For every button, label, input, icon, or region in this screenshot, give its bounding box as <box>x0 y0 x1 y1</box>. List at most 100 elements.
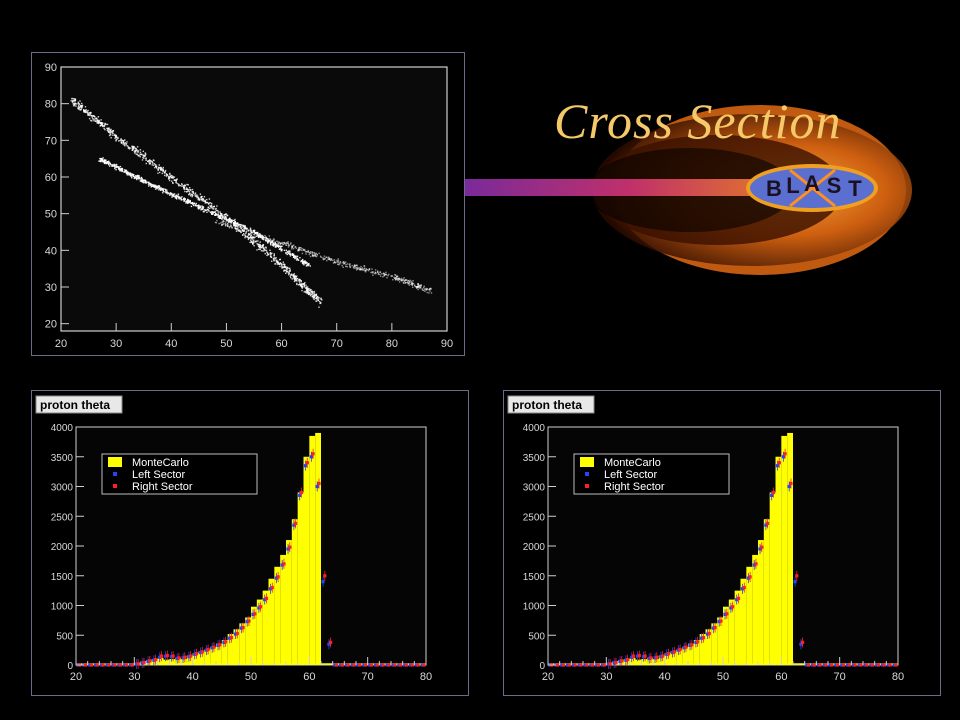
scatter-point <box>98 122 100 125</box>
left-sector-marker <box>373 663 378 667</box>
histogram-title: proton theta <box>40 398 110 412</box>
scatter-point <box>405 279 407 281</box>
scatter-point <box>330 259 332 262</box>
scatter-point <box>161 172 163 175</box>
scatter-point <box>302 283 304 286</box>
scatter-point <box>315 296 318 298</box>
scatter-point <box>120 138 122 140</box>
scatter-point <box>96 118 98 120</box>
scatter-point <box>263 237 265 239</box>
scatter-point <box>237 224 240 226</box>
scatter-point <box>361 268 363 270</box>
scatter-point <box>278 248 281 250</box>
scatter-point <box>262 244 264 247</box>
left-sector-marker <box>869 663 873 667</box>
scatter-point <box>158 166 160 169</box>
scatter-point <box>236 228 239 231</box>
scatter-point <box>183 186 186 189</box>
scatter-point <box>170 174 172 177</box>
scatter-point <box>261 237 264 240</box>
scatter-point <box>257 235 259 237</box>
scatter-point <box>315 294 317 296</box>
montecarlo-bar <box>169 659 176 665</box>
scatter-point <box>71 101 74 103</box>
scatter-point <box>132 175 134 177</box>
scatter-point <box>285 269 287 272</box>
scatter-point <box>296 257 298 259</box>
left-sector-marker <box>810 663 815 667</box>
scatter-point <box>271 260 273 262</box>
scatter-point <box>154 186 156 188</box>
scatter-point <box>309 251 312 253</box>
legend-swatch-montecarlo <box>108 457 122 467</box>
scatter-point <box>237 222 239 225</box>
scatter-point <box>118 140 120 142</box>
scatter-point <box>98 120 100 123</box>
scatter-point <box>241 230 244 232</box>
scatter-point <box>186 202 189 204</box>
scatter-point <box>80 107 83 109</box>
left-sector-marker <box>892 663 896 667</box>
scatter-point <box>111 165 113 167</box>
scatter-point <box>273 259 275 261</box>
scatter-point <box>265 249 268 252</box>
scatter-point <box>131 174 133 176</box>
x-tick-label: 50 <box>245 671 257 683</box>
scatter-point <box>430 292 433 294</box>
scatter-point <box>400 279 402 281</box>
scatter-point <box>363 267 366 269</box>
scatter-point <box>124 169 126 171</box>
scatter-point <box>111 164 113 166</box>
scatter-point <box>326 256 328 259</box>
scatter-point <box>300 247 302 249</box>
right-sector-marker <box>818 663 822 667</box>
scatter-point <box>99 157 101 160</box>
scatter-point <box>204 199 206 202</box>
scatter-point <box>126 172 129 174</box>
scatter-point <box>95 117 97 120</box>
scatter-point <box>230 221 232 223</box>
scatter-point <box>112 132 114 135</box>
scatter-point <box>112 165 115 167</box>
scatter-point <box>83 111 85 113</box>
scatter-point <box>136 149 138 151</box>
scatter-point <box>256 233 259 235</box>
scatter-point <box>307 251 309 253</box>
scatter-point <box>309 293 311 295</box>
scatter-point <box>266 237 268 240</box>
montecarlo-bar <box>216 643 222 665</box>
scatter-point <box>250 231 252 234</box>
scatter-point <box>228 219 230 221</box>
x-tick-label: 30 <box>128 671 140 683</box>
montecarlo-bar <box>740 578 747 665</box>
scatter-point <box>259 245 261 247</box>
scatter-point <box>273 254 275 256</box>
scatter-point <box>224 218 226 220</box>
scatter-point <box>140 178 142 180</box>
scatter-point <box>360 268 362 271</box>
scatter-point <box>77 105 80 108</box>
scatter-point <box>279 262 282 264</box>
scatter-point <box>414 285 416 287</box>
scatter-point <box>401 280 403 282</box>
scatter-point <box>311 292 313 294</box>
scatter-point <box>402 278 404 280</box>
scatter-point <box>212 211 214 213</box>
scatter-point <box>254 236 256 238</box>
scatter-point <box>341 264 343 267</box>
scatter-point <box>249 233 252 235</box>
left-sector-marker <box>117 663 121 667</box>
scatter-point <box>268 235 270 237</box>
scatter-point <box>243 227 245 230</box>
left-sector-marker <box>111 663 115 667</box>
scatter-point <box>171 180 173 182</box>
scatter-point <box>183 184 185 187</box>
scatter-point <box>270 256 272 258</box>
scatter-point <box>198 199 200 201</box>
scatter-point <box>193 202 195 205</box>
histogram-title-box <box>35 395 123 414</box>
scatter-point <box>157 168 159 170</box>
montecarlo-bar <box>688 643 694 665</box>
scatter-point <box>104 159 106 161</box>
scatter-point <box>301 262 304 265</box>
